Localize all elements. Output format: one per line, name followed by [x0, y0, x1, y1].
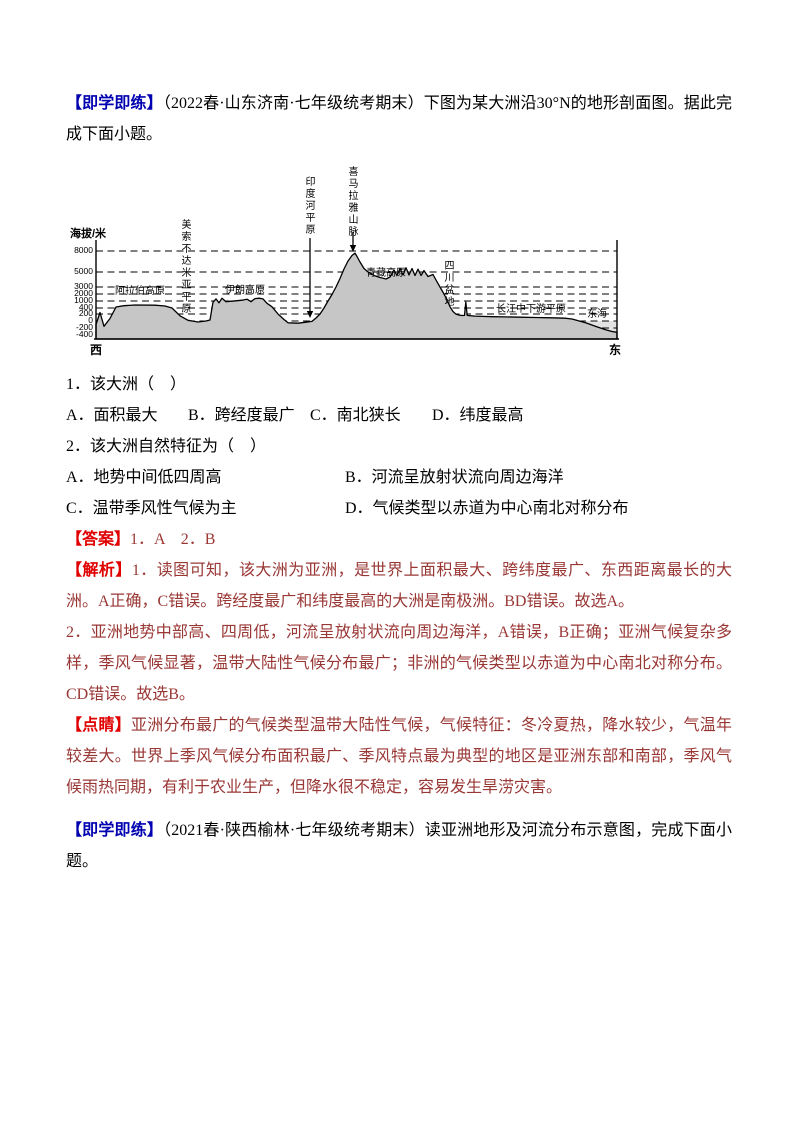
ytick-400: 400	[78, 302, 93, 312]
ytick-0: 0	[88, 315, 93, 325]
answer-line: 【答案】1．A 2．B	[66, 524, 732, 555]
question-2-options-row-1: A．地势中间低四周高 B．河流呈放射状流向周边海洋	[66, 462, 732, 493]
ytick-5000: 5000	[74, 266, 93, 276]
q1-option-a: A．面积最大	[66, 407, 158, 424]
exercise-intro-1: 【即学即练】（2022春·山东济南·七年级统考期末）下图为某大洲沿30°N的地形…	[66, 88, 732, 150]
ytick-8000: 8000	[74, 245, 93, 255]
analysis-label: 【解析】	[66, 562, 132, 579]
ytick-neg400: -400	[75, 329, 93, 339]
ytick-2000: 2000	[74, 288, 93, 298]
question-2-options-row-2: C．温带季风性气候为主 D．气候类型以赤道为中心南北对称分布	[66, 493, 732, 524]
feature-yangtze-plain: 长江中下游平原	[496, 304, 566, 315]
tips-label: 【点睛】	[66, 717, 131, 734]
feature-himalaya: 喜马拉雅山脉	[346, 166, 357, 238]
question-2-stem: 2．该大洲自然特征为（ ）	[66, 438, 267, 455]
feature-indus-plain: 印度河平原	[303, 176, 314, 236]
document-page: 【即学即练】（2022春·山东济南·七年级统考期末）下图为某大洲沿30°N的地形…	[60, 88, 732, 877]
q1-option-d: D．纬度最高	[432, 407, 524, 424]
analysis-paragraph-2: 2．亚洲地势中部高、四周低，河流呈放射状流向周边海洋，A错误，B正确；亚洲气候复…	[66, 624, 732, 703]
exercise-label-2: 【即学即练】	[66, 822, 164, 839]
tips-paragraph: 【点睛】亚洲分布最广的气候类型温带大陆性气候，气候特征：冬冷夏热，降水较少，气温…	[66, 710, 732, 803]
q2-option-d: D．气候类型以赤道为中心南北对称分布	[345, 500, 629, 517]
ytick-3000: 3000	[74, 281, 93, 291]
indus-plain-arrow-icon	[306, 238, 314, 318]
feature-mesopotamia-plain: 美索不达米亚平原	[179, 219, 190, 315]
ytick-200: 200	[78, 308, 93, 318]
east-label: 东	[609, 343, 622, 357]
q2-option-a: A．地势中间低四周高	[66, 469, 222, 486]
exercise-intro-1-text: （2022春·山东济南·七年级统考期末）下图为某大洲沿30°N的地形剖面图。据此…	[66, 95, 732, 143]
q1-option-b: B．跨经度最广	[188, 407, 295, 424]
answer-text: 1．A 2．B	[130, 531, 216, 548]
feature-arabian-plateau: 阿拉伯高原	[115, 286, 165, 297]
feature-tibetan-plateau: 青藏高原	[366, 268, 406, 279]
q2-option-b: B．河流呈放射状流向周边海洋	[345, 469, 564, 486]
exercise-label-1: 【即学即练】	[66, 95, 163, 112]
feature-sichuan-basin: 四川盆地	[442, 260, 453, 308]
q1-option-c: C．南北狭长	[310, 407, 401, 424]
west-label: 西	[90, 343, 103, 357]
tips-text: 亚洲分布最广的气候类型温带大陆性气候，气候特征：冬冷夏热，降水较少，气温年较差大…	[66, 717, 732, 796]
exercise-intro-2-text: （2021春·陕西榆林·七年级统考期末）读亚洲地形及河流分布示意图，完成下面小题…	[66, 822, 732, 870]
ytick-1000: 1000	[74, 295, 93, 305]
feature-east-china-sea: 东海	[587, 309, 607, 320]
terrain-profile-svg	[94, 232, 619, 340]
terrain-profile-chart: 海拔/米 8000 5000 3000 2000 1000 400 200 0 …	[60, 158, 700, 363]
terrain-area	[95, 252, 618, 340]
ytick-neg200: -200	[75, 322, 93, 332]
answer-label: 【答案】	[66, 531, 131, 548]
question-1-stem: 1．该大洲（ ）	[66, 376, 187, 393]
axes	[94, 240, 619, 340]
y-axis-label: 海拔/米	[70, 228, 107, 240]
question-1-options: A．面积最大 B．跨经度最广 C．南北狭长 D．纬度最高	[66, 400, 732, 431]
q2-option-c: C．温带季风性气候为主	[66, 500, 237, 517]
feature-iranian-plateau: 伊朗高原	[225, 285, 265, 296]
analysis-paragraph-1: 【解析】1．读图可知，该大洲为亚洲，是世界上面积最大、跨纬度最广、东西距离最长的…	[66, 555, 732, 617]
analysis-text-1: 1．读图可知，该大洲为亚洲，是世界上面积最大、跨纬度最广、东西距离最长的大洲。A…	[66, 562, 732, 610]
himalaya-arrow-icon	[349, 232, 357, 252]
exercise-intro-2: 【即学即练】（2021春·陕西榆林·七年级统考期末）读亚洲地形及河流分布示意图，…	[66, 815, 732, 877]
